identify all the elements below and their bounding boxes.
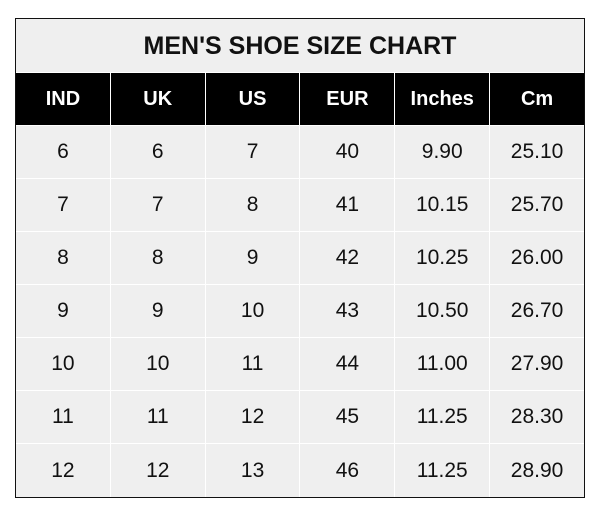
table-row: 12 12 13 46 11.25 28.90 [16, 444, 584, 497]
table-cell: 28.90 [510, 458, 564, 482]
table-cell: 8 [205, 179, 301, 232]
column-header: UK [110, 73, 206, 126]
table-row: 11 11 12 45 11.25 28.30 [16, 391, 584, 444]
column-header: Cm [490, 73, 584, 126]
table-cell: 26.00 [490, 232, 584, 285]
column-header: US [205, 73, 301, 126]
table-row: 6 6 7 40 9.90 25.10 [16, 126, 584, 179]
table-cell: 43 [300, 285, 396, 338]
table-cell: 11.25 [395, 444, 491, 497]
table-cell: 12 [205, 391, 301, 444]
table-cell: 28.30 [490, 391, 584, 444]
table-cell: 10 [205, 285, 301, 338]
table-cell: 42 [300, 232, 396, 285]
table-cell: 9 [110, 285, 206, 338]
column-header: IND [16, 73, 111, 126]
column-header: EUR [300, 73, 396, 126]
table-cell: 7 [16, 179, 111, 232]
size-chart-table: MEN'S SHOE SIZE CHART IND UK US EUR Inches Cm… [15, 18, 585, 498]
table-cell: 10.25 [395, 232, 491, 285]
column-header: Inches [395, 73, 491, 126]
table-cell: 10 [16, 338, 111, 391]
table-cell: 11.25 [395, 391, 491, 444]
table-cell: 8 [16, 232, 111, 285]
table-cell: 25.70 [490, 179, 584, 232]
table-cell: 12 [16, 444, 111, 497]
table-cell: 9 [205, 232, 301, 285]
table-cell: 13 [206, 444, 301, 497]
table-cell: 12 [111, 444, 206, 497]
table-cell: 10.50 [395, 285, 491, 338]
table-cell: 11 [110, 391, 206, 444]
table-row: 10 10 11 44 11.00 27.90 [16, 338, 584, 391]
table-cell: 46 [300, 444, 396, 497]
table-body: 6 6 7 40 9.90 25.10 7 7 8 41 10.15 25.70 8 8 9 42 10.25 2… [16, 126, 584, 497]
table-cell: 7 [110, 179, 206, 232]
table-cell: 25.10 [490, 126, 584, 179]
table-cell: 26.70 [490, 285, 584, 338]
table-cell: 10.15 [395, 179, 491, 232]
table-row: 8 8 9 42 10.25 26.00 [16, 232, 584, 285]
table-cell: 40 [300, 126, 396, 179]
table-cell: 9 [16, 285, 111, 338]
table-cell: 8 [110, 232, 206, 285]
table-cell: 6 [16, 126, 111, 179]
table-cell: 10 [110, 338, 206, 391]
table-cell: 41 [300, 179, 396, 232]
table-cell: 9.90 [395, 126, 491, 179]
table-row: 7 7 8 41 10.15 25.70 [16, 179, 584, 232]
table-cell: 27.90 [490, 338, 584, 391]
table-cell: 11.00 [395, 338, 491, 391]
table-cell: 45 [300, 391, 396, 444]
table-cell: 7 [205, 126, 301, 179]
table-row: 9 9 10 43 10.50 26.70 [16, 285, 584, 338]
table-title: MEN'S SHOE SIZE CHART [16, 19, 584, 73]
table-cell: 11 [16, 391, 111, 444]
header-row: IND UK US EUR Inches Cm [16, 73, 584, 126]
table-cell: 6 [110, 126, 206, 179]
table-cell: 44 [300, 338, 396, 391]
table-cell: 11 [205, 338, 301, 391]
